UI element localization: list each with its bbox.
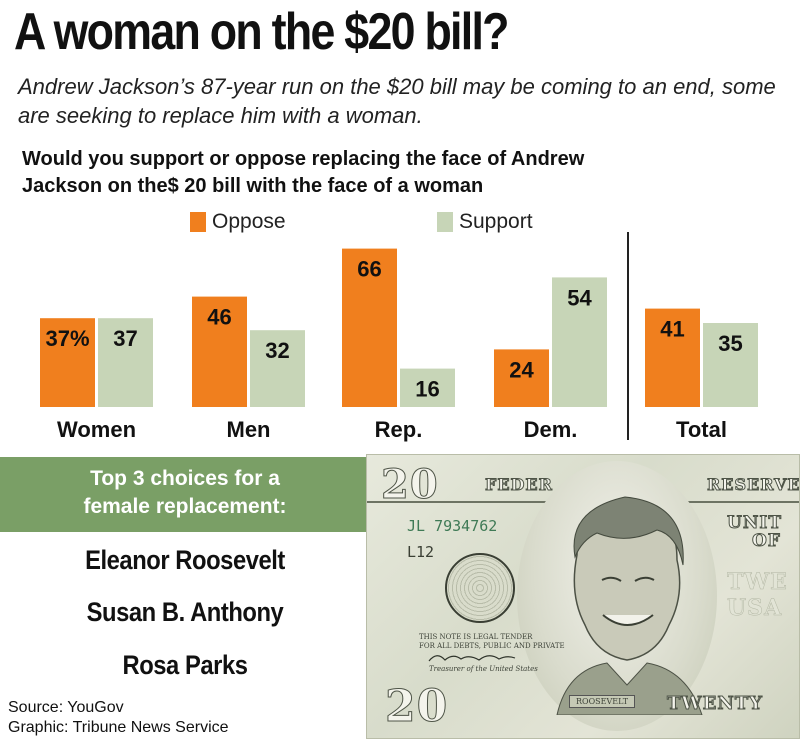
- question-line-2: Jackson on the$ 20 bill with the face of…: [22, 175, 484, 197]
- oppose-swatch: [190, 212, 206, 232]
- choices-heading-line-1: Top 3 choices for a: [90, 467, 280, 490]
- legend-support: Support: [437, 210, 533, 234]
- category-label-women: Women: [57, 417, 136, 442]
- legend-oppose: Oppose: [190, 210, 286, 234]
- value-label-support-men: 32: [265, 338, 289, 363]
- signature-icon: [428, 655, 516, 662]
- legend-support-label: Support: [459, 210, 533, 233]
- category-label-men: Men: [227, 417, 271, 442]
- bill-text-reserve: RESERVE: [707, 475, 800, 495]
- bill-numeral-bottom: 20: [384, 681, 449, 733]
- bar-oppose-rep: [342, 248, 397, 407]
- choices-heading-line-2: female replacement:: [83, 495, 287, 518]
- value-label-support-women: 37: [113, 326, 137, 351]
- twenty-dollar-bill-image: 20 FEDER RESERVE JL 7934762 L12 THIS NOT…: [366, 454, 800, 739]
- bill-watermark: TWE USA: [727, 569, 788, 622]
- bar-support-women: [98, 318, 153, 407]
- value-label-oppose-total: 41: [660, 317, 684, 342]
- treasury-seal-icon: [445, 553, 515, 623]
- bill-text-of: OF: [752, 531, 781, 552]
- bill-plate: L12: [407, 543, 435, 561]
- question-line-1: Would you support or oppose replacing th…: [22, 148, 585, 170]
- support-swatch: [437, 212, 453, 232]
- bar-support-total: [703, 323, 758, 407]
- portrait-icon: [556, 496, 703, 715]
- bar-oppose-total: [645, 308, 700, 407]
- value-label-support-total: 35: [718, 331, 742, 356]
- value-label-oppose-rep: 66: [357, 257, 381, 282]
- subtitle: Andrew Jackson’s 87-year run on the $20 …: [18, 74, 776, 128]
- value-label-support-dem: 54: [567, 285, 592, 310]
- bar-support-rep: [400, 368, 455, 407]
- choices-heading: Top 3 choices for a female replacement:: [0, 465, 370, 521]
- value-label-oppose-women: 37%: [45, 326, 89, 351]
- choice-3: Rosa Parks: [122, 650, 248, 680]
- bar-chart: 37% 37 Women 46 32 Men 66 16 Rep. 24 54 Dem. 41 35 Tot…: [40, 232, 758, 442]
- bill-numeral-top: 20: [381, 461, 439, 509]
- page-title: A woman on the $20 bill?: [14, 3, 509, 61]
- choice-2: Susan B. Anthony: [86, 597, 284, 627]
- chart-question: Would you support or oppose replacing th…: [22, 146, 762, 200]
- bill-name-plate: ROOSEVELT: [569, 695, 636, 708]
- bill-text-federal: FEDER: [485, 475, 553, 495]
- bill-legal-tender: THIS NOTE IS LEGAL TENDER: [419, 633, 533, 641]
- category-label-total: Total: [676, 417, 727, 442]
- source-credit: Source: YouGov: [8, 699, 124, 716]
- value-label-oppose-men: 46: [207, 305, 231, 330]
- bar-support-men: [250, 330, 305, 407]
- bar-oppose-women: [40, 318, 95, 407]
- bar-oppose-men: [192, 296, 247, 407]
- legend-oppose-label: Oppose: [212, 210, 286, 233]
- bill-text-united: UNIT: [727, 513, 782, 534]
- bill-legal-tender-2: FOR ALL DEBTS, PUBLIC AND PRIVATE: [419, 642, 565, 650]
- choice-1: Eleanor Roosevelt: [85, 545, 285, 575]
- bill-treasurer: Treasurer of the United States: [429, 665, 538, 673]
- category-label-dem: Dem.: [524, 417, 578, 442]
- bill-serial: JL 7934762: [407, 517, 498, 535]
- value-label-oppose-dem: 24: [509, 357, 534, 382]
- choices-banner: [0, 457, 395, 532]
- bar-oppose-dem: [494, 349, 549, 407]
- bar-support-dem: [552, 277, 607, 407]
- category-label-rep: Rep.: [375, 417, 423, 442]
- graphic-credit: Graphic: Tribune News Service: [8, 719, 229, 736]
- value-label-support-rep: 16: [415, 377, 439, 402]
- bill-text-twenty: TWENTY: [666, 693, 764, 715]
